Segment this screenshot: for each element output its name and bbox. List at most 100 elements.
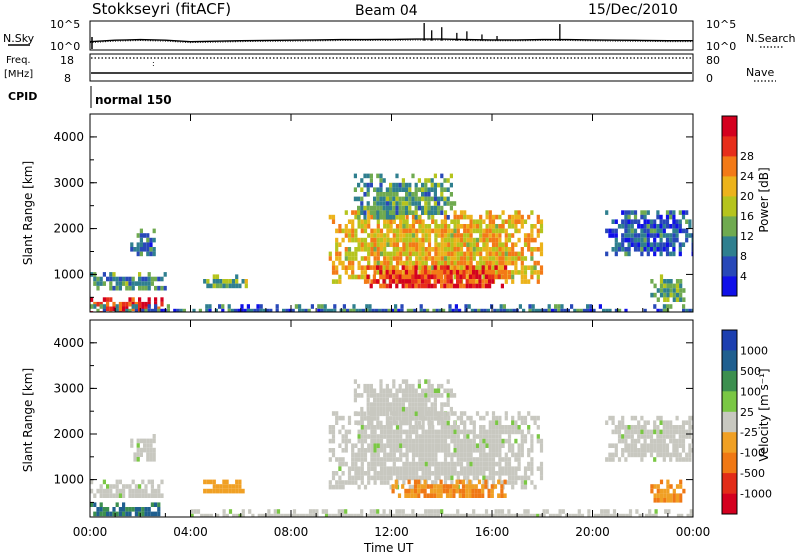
cell-9 — [593, 513, 597, 517]
cell-4 — [418, 438, 422, 444]
cell-1 — [138, 493, 142, 498]
cell-7 — [643, 438, 647, 444]
cell-4 — [360, 224, 364, 229]
cell-7 — [672, 228, 676, 234]
cell-5 — [395, 397, 399, 403]
cell-9 — [526, 509, 530, 514]
colorbar-cell-7 — [722, 136, 737, 157]
cell-8 — [666, 297, 670, 302]
cell-4 — [386, 466, 390, 471]
cell-8 — [669, 484, 673, 489]
cell-5 — [459, 283, 463, 289]
cell-4 — [472, 457, 476, 462]
cell-5 — [468, 274, 472, 280]
cell-1 — [122, 281, 126, 286]
cell-4 — [351, 251, 355, 257]
cell-4 — [469, 457, 473, 462]
cell-5 — [408, 402, 412, 407]
cell-6 — [394, 484, 398, 489]
cell-4 — [411, 233, 416, 238]
cell-6 — [427, 205, 431, 211]
cell-4 — [383, 256, 387, 261]
cell-7 — [637, 224, 641, 229]
cell-5 — [449, 269, 453, 275]
cell-4 — [456, 242, 460, 247]
cell-4 — [495, 471, 499, 476]
cell-4 — [466, 247, 470, 252]
cell-9 — [147, 308, 151, 312]
cell-6 — [405, 196, 409, 202]
cell-7 — [659, 233, 663, 238]
cell-7 — [662, 457, 666, 462]
cell-4 — [459, 260, 464, 266]
cell-3 — [244, 283, 248, 289]
cell-4 — [517, 228, 521, 234]
noise-right-label: N.Search — [746, 32, 796, 45]
beam-title: Beam 04 — [355, 3, 418, 19]
cell-5 — [360, 406, 364, 412]
cell-2 — [136, 438, 140, 444]
cell-9 — [574, 513, 578, 517]
cell-8 — [663, 297, 667, 302]
cell-4 — [485, 256, 489, 261]
cell-9 — [166, 304, 170, 309]
cell-5 — [446, 279, 450, 284]
cell-9 — [550, 308, 554, 312]
cell-3 — [206, 479, 210, 485]
cell-3 — [228, 283, 232, 289]
cell-5 — [405, 411, 409, 417]
cell-1 — [115, 285, 119, 291]
cell-9 — [494, 509, 498, 514]
cell-3 — [238, 283, 242, 289]
cell-9 — [200, 513, 204, 517]
cell-5 — [414, 402, 418, 407]
cell-4 — [479, 233, 483, 238]
cell-4 — [389, 425, 393, 430]
cell-6 — [392, 192, 396, 197]
cell-5 — [414, 393, 418, 398]
x-tick-label-6: 00:00 — [676, 525, 711, 539]
cell-4 — [475, 251, 480, 257]
cell-4 — [402, 443, 406, 448]
cell-8 — [653, 283, 657, 289]
cell-7 — [681, 214, 686, 220]
cell-4 — [360, 466, 364, 471]
cell-5 — [424, 402, 428, 407]
cell-4 — [379, 247, 384, 252]
cell-1 — [138, 285, 142, 291]
cell-5 — [440, 279, 444, 284]
cell-7 — [637, 219, 641, 224]
cell-5 — [427, 274, 431, 280]
cell-6 — [500, 488, 504, 494]
cell-4 — [395, 434, 400, 439]
cell-8 — [650, 484, 654, 489]
cell-4 — [331, 411, 336, 416]
cell-4 — [530, 256, 534, 261]
cell-4 — [434, 233, 438, 238]
cell-4 — [517, 452, 521, 458]
cell-5 — [369, 416, 373, 421]
cell-4 — [383, 270, 387, 275]
cell-4 — [347, 480, 352, 485]
cell-5 — [456, 274, 460, 280]
cell-4 — [367, 420, 371, 425]
cell-5 — [372, 265, 376, 270]
cell-4 — [347, 420, 352, 425]
cell-6 — [385, 196, 389, 202]
cell-4 — [344, 247, 348, 252]
cell-4 — [376, 425, 380, 430]
cell-4 — [424, 247, 428, 252]
cell-5 — [456, 279, 460, 284]
cell-5 — [427, 388, 431, 394]
cell-4 — [450, 242, 454, 247]
cell-4 — [328, 457, 332, 462]
cell-5 — [481, 283, 485, 289]
cell-4 — [389, 471, 393, 476]
cell-3 — [212, 283, 216, 289]
cell-9 — [566, 308, 570, 312]
cell-9 — [358, 308, 362, 312]
cell-4 — [504, 237, 508, 243]
cell-5 — [382, 402, 386, 407]
cell-7 — [633, 242, 638, 247]
cell-4 — [456, 429, 460, 435]
